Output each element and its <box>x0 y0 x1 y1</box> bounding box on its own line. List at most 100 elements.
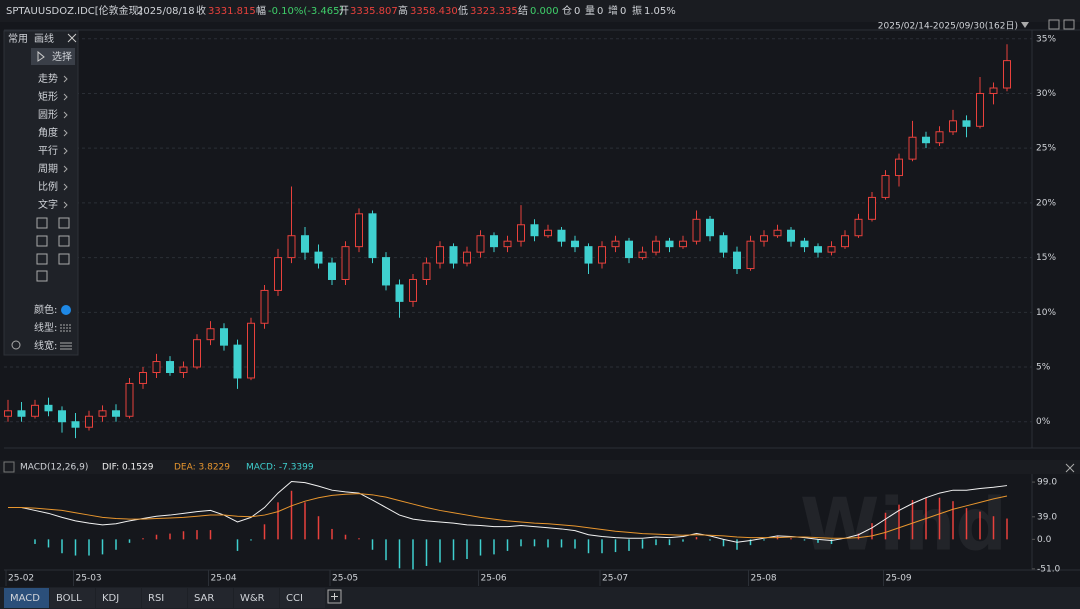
candle-body <box>44 404 53 412</box>
indicator-tab[interactable] <box>234 588 279 608</box>
menu-item[interactable]: 比例 <box>38 180 58 193</box>
candle-body <box>233 344 242 379</box>
date: 2025/08/18 <box>137 6 195 17</box>
y-tick-label: 20% <box>1036 198 1056 208</box>
tool-icon[interactable] <box>58 217 70 229</box>
indicator-tab-label[interactable]: W&R <box>240 593 265 604</box>
gear-icon[interactable] <box>11 340 21 350</box>
y-tick-label: 5% <box>1036 363 1051 373</box>
candle-body <box>517 224 525 242</box>
field-label: 高 <box>398 4 408 17</box>
y-tick-label: -51.0 <box>1037 564 1061 574</box>
x-tick-label: 25-06 <box>481 574 507 584</box>
candle-body <box>571 240 579 248</box>
y-tick-label: 0% <box>1036 417 1051 427</box>
field-label: 幅 <box>256 4 266 17</box>
tool-icon[interactable] <box>36 235 48 247</box>
candle-body <box>179 366 188 373</box>
candle-body <box>719 235 728 253</box>
indicator-tab-label[interactable]: RSI <box>148 593 164 604</box>
indicator-tab-label[interactable]: SAR <box>194 593 214 604</box>
indicator-tab-label[interactable]: MACD <box>10 593 40 604</box>
tool-icon[interactable] <box>36 253 48 265</box>
y-tick-label: 99.0 <box>1037 478 1057 488</box>
candle-body <box>557 229 566 242</box>
tool-icon[interactable] <box>36 217 48 229</box>
candle-body <box>611 240 620 248</box>
candle-body <box>260 289 269 324</box>
candle-body <box>827 246 836 253</box>
field-value: 3331.815 <box>208 6 256 17</box>
candle-body <box>760 235 768 242</box>
indicator-tab[interactable] <box>96 588 141 608</box>
submenu-arrow <box>63 147 68 155</box>
candle-body <box>530 224 539 237</box>
candle-body <box>652 240 660 253</box>
add-tab[interactable] <box>327 589 342 604</box>
select-tool[interactable]: 选择 <box>52 50 72 63</box>
indicator-tab[interactable] <box>280 588 325 608</box>
settings-icon[interactable] <box>1048 19 1060 30</box>
date-range[interactable]: 2025/02/14-2025/09/30(162日) <box>878 21 1018 32</box>
candle-body <box>436 246 444 264</box>
field-label: 振 <box>632 4 642 17</box>
color-swatch[interactable] <box>61 305 71 315</box>
menu-item[interactable]: 文字 <box>38 198 58 211</box>
menu-item[interactable]: 周期 <box>38 163 58 175</box>
candle-body <box>814 246 822 253</box>
range-dropdown[interactable] <box>1021 22 1029 28</box>
toolbar-tab[interactable]: 常用 <box>8 32 28 45</box>
field-label: 收 <box>196 4 206 17</box>
candle-body <box>368 213 377 259</box>
x-tick-label: 25-05 <box>332 574 358 584</box>
toolbar-tab[interactable]: 画线 <box>34 32 54 45</box>
candle-body <box>301 235 309 253</box>
candle-body <box>841 235 849 248</box>
candle-body <box>58 410 66 423</box>
menu-item[interactable]: 走势 <box>38 72 58 85</box>
candle-body <box>206 328 215 341</box>
candle-body <box>962 120 971 127</box>
indicator-tab[interactable] <box>142 588 187 608</box>
x-tick-label: 25-04 <box>211 574 237 584</box>
tool-icon[interactable] <box>36 270 48 282</box>
indicator-tab-label[interactable]: KDJ <box>102 593 119 604</box>
help-icon[interactable] <box>3 461 15 473</box>
toolbar-close[interactable] <box>67 33 77 43</box>
field-value: 0 <box>597 6 603 17</box>
field-value: -0.10%(-3.465) <box>268 6 344 17</box>
candle-body <box>854 218 863 237</box>
x-tick-label: 25-07 <box>602 574 628 584</box>
candle-body <box>976 92 984 127</box>
indicator-tab-label[interactable]: BOLL <box>56 593 82 604</box>
menu-item[interactable]: 角度 <box>38 126 58 139</box>
candle-body <box>949 120 957 133</box>
setting-label: 线宽: <box>34 339 57 352</box>
field-value: 3323.335 <box>470 6 518 17</box>
candle-body <box>193 339 201 368</box>
lock-icon[interactable] <box>1063 19 1075 30</box>
field-label: 仓 <box>562 4 572 17</box>
menu-item[interactable]: 平行 <box>38 144 58 157</box>
tool-icon[interactable] <box>58 253 70 265</box>
indicator-tab[interactable] <box>4 588 49 608</box>
indicator-tab[interactable] <box>188 588 233 608</box>
select-button-bg[interactable] <box>31 48 75 65</box>
candle-body <box>341 246 350 280</box>
submenu-arrow <box>63 183 68 191</box>
indicator-tab[interactable] <box>50 588 95 608</box>
close-indicator[interactable] <box>1065 463 1075 473</box>
setting-label: 颜色: <box>34 303 57 316</box>
menu-item[interactable]: 圆形 <box>38 109 58 121</box>
y-tick-label: 35% <box>1036 34 1056 44</box>
indicator-tab-label[interactable]: CCI <box>286 593 303 604</box>
menu-item[interactable]: 矩形 <box>38 90 58 103</box>
field-label: 结 <box>518 4 528 17</box>
tool-icon[interactable] <box>58 235 70 247</box>
candle-body <box>881 175 890 198</box>
candle-body <box>328 262 336 280</box>
candle-body <box>409 278 417 302</box>
